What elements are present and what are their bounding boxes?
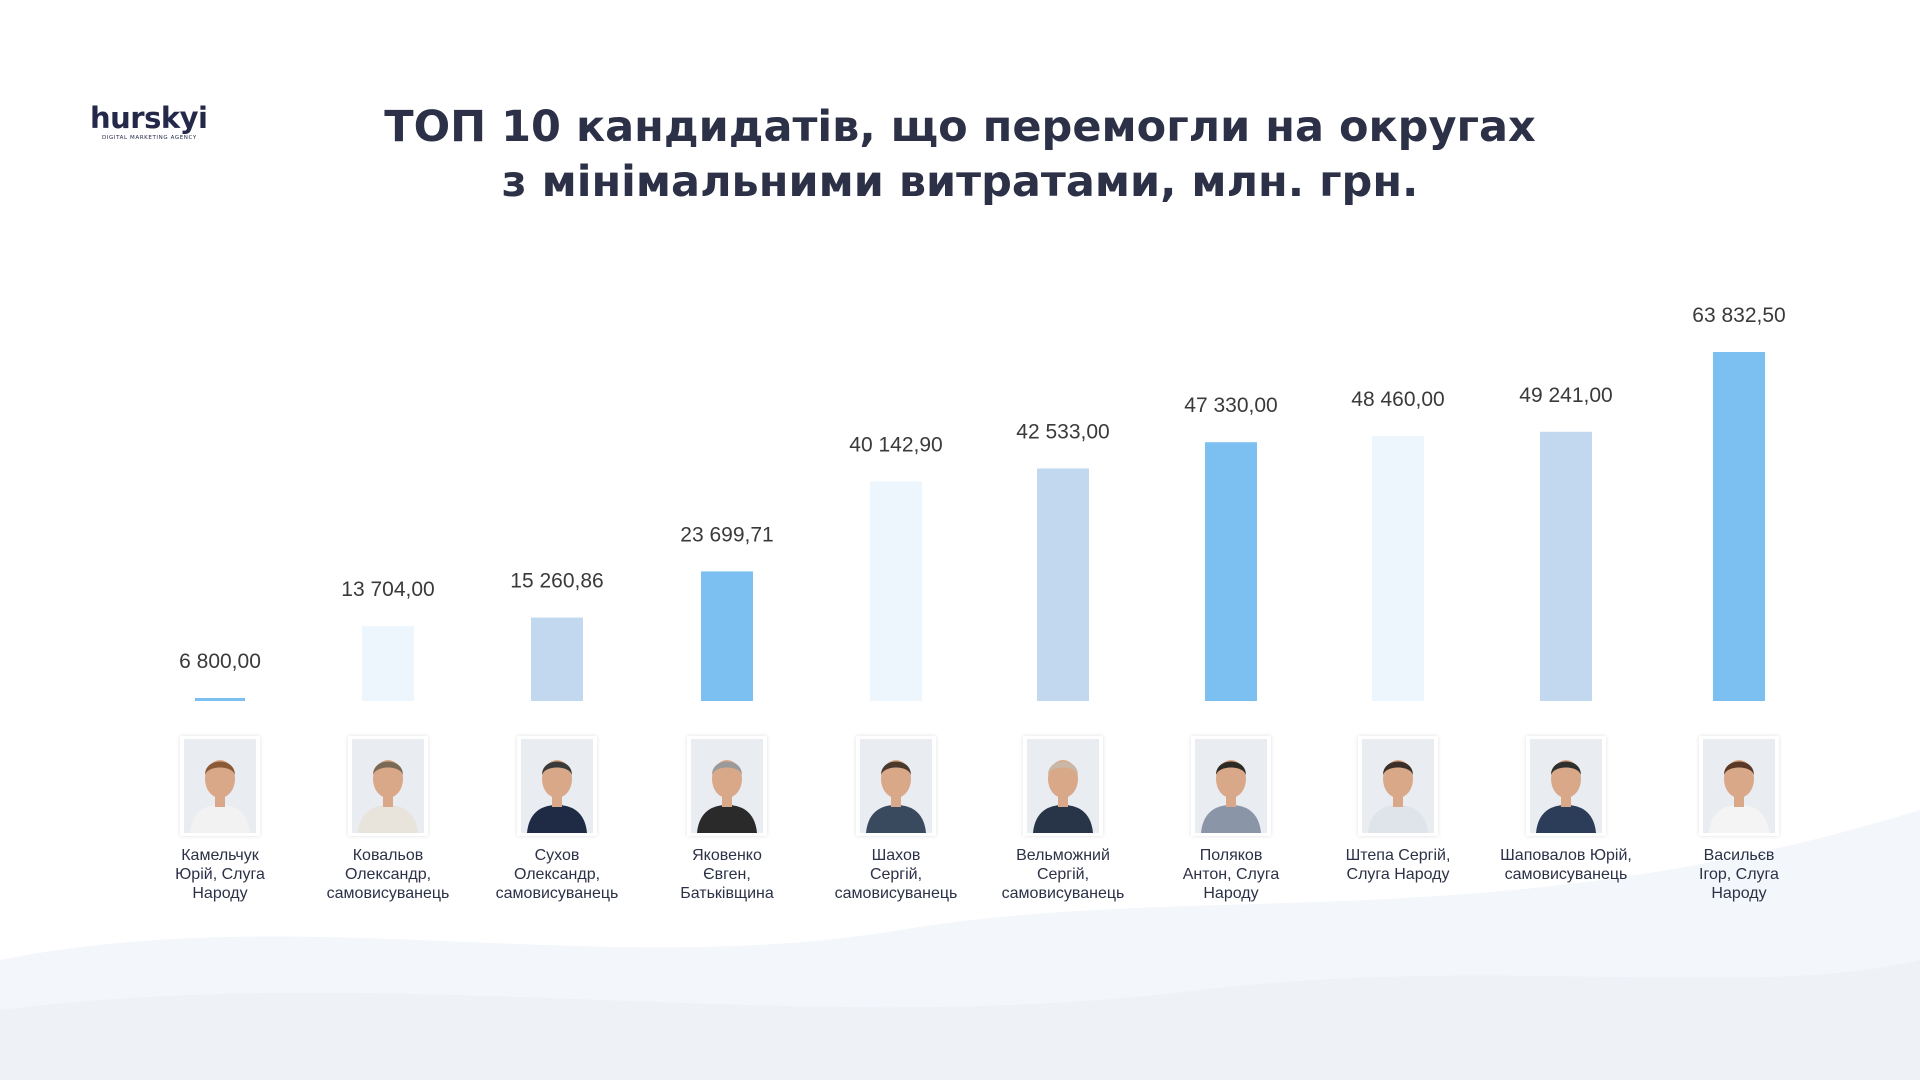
candidate-card: Шахов Сергій, самовисуванець <box>816 736 976 903</box>
candidate-card: Поляков Антон, Слуга Народу <box>1151 736 1311 903</box>
portrait-icon <box>1362 739 1434 833</box>
bar-9 <box>1540 431 1592 701</box>
portrait-icon <box>184 739 256 833</box>
candidate-photo-frame <box>180 736 260 836</box>
portrait-icon <box>521 739 593 833</box>
candidate-photo-frame <box>856 736 936 836</box>
candidate-photo-frame <box>517 736 597 836</box>
logo-wordmark: hurskyi <box>90 101 208 135</box>
portrait-icon <box>1703 739 1775 833</box>
candidate-name: Шаповалов Юрій, самовисуванець <box>1500 847 1632 883</box>
bar-4 <box>701 571 753 701</box>
value-label-1: 6 800,00 <box>179 650 261 673</box>
candidate-card: Шаповалов Юрій, самовисуванець <box>1486 736 1646 884</box>
candidate-name: Камельчук Юрій, Слуга Народу <box>175 847 265 902</box>
value-label-4: 23 699,71 <box>680 523 773 546</box>
value-label-2: 13 704,00 <box>341 578 434 601</box>
value-label-5: 40 142,90 <box>849 434 942 457</box>
bar-10 <box>1713 352 1765 701</box>
bar-3 <box>531 617 583 701</box>
candidate-name: Поляков Антон, Слуга Народу <box>1182 847 1280 902</box>
value-label-9: 49 241,00 <box>1519 384 1612 407</box>
candidate-name: Вельможний Сергій, самовисуванець <box>1001 847 1125 902</box>
portrait-icon <box>352 739 424 833</box>
value-label-3: 15 260,86 <box>510 570 603 593</box>
title-line-2: з мінімальними витратами, млн. грн. <box>501 157 1419 207</box>
candidate-card: Вельможний Сергій, самовисуванець <box>983 736 1143 903</box>
value-label-6: 42 533,00 <box>1016 420 1109 443</box>
candidate-photo-frame <box>687 736 767 836</box>
candidate-photo-frame <box>1023 736 1103 836</box>
candidate-card: Камельчук Юрій, Слуга Народу <box>140 736 300 903</box>
candidate-name: Шахов Сергій, самовисуванець <box>834 847 958 902</box>
bar-6 <box>1037 468 1089 701</box>
candidate-name: Сухов Олександр, самовисуванець <box>495 847 619 902</box>
bar-1 <box>195 698 245 701</box>
candidate-photo-frame <box>348 736 428 836</box>
candidate-photo-frame <box>1526 736 1606 836</box>
bar-8 <box>1372 436 1424 701</box>
portrait-icon <box>1195 739 1267 833</box>
candidate-name: Яковенко Євген, Батьківщина <box>680 847 774 902</box>
value-label-8: 48 460,00 <box>1351 388 1444 411</box>
portrait-icon <box>860 739 932 833</box>
candidate-card: Васильєв Ігор, Слуга Народу <box>1659 736 1819 903</box>
title-line-1: ТОП 10 кандидатів, що перемогли на округ… <box>384 102 1536 152</box>
bar-2 <box>362 626 414 701</box>
candidate-card: Штепа Сергій, Слуга Народу <box>1318 736 1478 884</box>
value-label-7: 47 330,00 <box>1184 394 1277 417</box>
portrait-icon <box>691 739 763 833</box>
logo: hurskyi DIGITAL MARKETING AGENCY <box>90 101 208 141</box>
candidate-photo-frame <box>1358 736 1438 836</box>
bar-5 <box>870 481 922 701</box>
candidate-photo-frame <box>1699 736 1779 836</box>
bar-7 <box>1205 442 1257 701</box>
candidate-name: Ковальов Олександр, самовисуванець <box>326 847 450 902</box>
candidate-name: Васильєв Ігор, Слуга Народу <box>1699 847 1779 902</box>
logo-tagline: DIGITAL MARKETING AGENCY <box>102 135 197 141</box>
candidate-card: Сухов Олександр, самовисуванець <box>477 736 637 903</box>
value-label-10: 63 832,50 <box>1692 304 1785 327</box>
candidate-name: Штепа Сергій, Слуга Народу <box>1345 847 1451 883</box>
portrait-icon <box>1027 739 1099 833</box>
portrait-icon <box>1530 739 1602 833</box>
candidate-card: Ковальов Олександр, самовисуванець <box>308 736 468 903</box>
page-title: ТОП 10 кандидатів, що перемогли на округ… <box>0 100 1920 210</box>
candidate-card: Яковенко Євген, Батьківщина <box>647 736 807 903</box>
candidate-photo-frame <box>1191 736 1271 836</box>
